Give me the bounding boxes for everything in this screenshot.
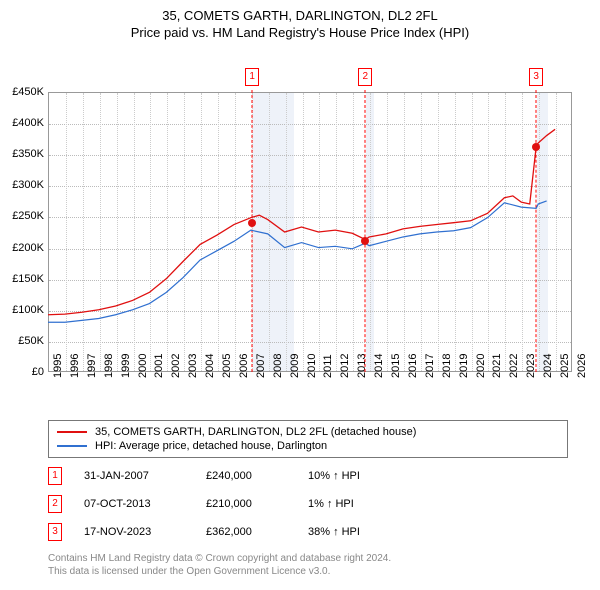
chart-subtitle: Price paid vs. HM Land Registry's House … bbox=[0, 23, 600, 44]
event-pct: 1% ↑HPI bbox=[308, 498, 368, 510]
event-price: £210,000 bbox=[206, 498, 286, 510]
event-index-box: 1 bbox=[48, 467, 62, 485]
legend-label: 35, COMETS GARTH, DARLINGTON, DL2 2FL (d… bbox=[95, 426, 416, 438]
event-index-box: 2 bbox=[48, 495, 62, 513]
chart-container: { "title": "35, COMETS GARTH, DARLINGTON… bbox=[0, 0, 600, 590]
sale-marker bbox=[248, 219, 256, 227]
legend-label: HPI: Average price, detached house, Darl… bbox=[95, 440, 327, 452]
legend-swatch bbox=[57, 431, 87, 433]
chart-plot-wrap: £0£50K£100K£150K£200K£250K£300K£350K£400… bbox=[0, 44, 600, 414]
sale-marker bbox=[361, 237, 369, 245]
legend-swatch bbox=[57, 445, 87, 447]
event-price: £362,000 bbox=[206, 526, 286, 538]
arrow-up-icon: ↑ bbox=[333, 526, 339, 538]
event-date: 17-NOV-2023 bbox=[84, 526, 184, 538]
event-index-box: 3 bbox=[48, 523, 62, 541]
chart-title: 35, COMETS GARTH, DARLINGTON, DL2 2FL bbox=[0, 0, 600, 23]
arrow-up-icon: ↑ bbox=[327, 498, 333, 510]
legend-box: 35, COMETS GARTH, DARLINGTON, DL2 2FL (d… bbox=[48, 420, 568, 458]
event-pct: 10% ↑HPI bbox=[308, 470, 368, 482]
event-pct: 38% ↑HPI bbox=[308, 526, 368, 538]
event-date: 07-OCT-2013 bbox=[84, 498, 184, 510]
event-row: 2 07-OCT-2013 £210,000 1% ↑HPI bbox=[48, 490, 568, 518]
legend-row: HPI: Average price, detached house, Darl… bbox=[57, 439, 559, 453]
footnote-line-2: This data is licensed under the Open Gov… bbox=[48, 565, 568, 578]
event-row: 1 31-JAN-2007 £240,000 10% ↑HPI bbox=[48, 462, 568, 490]
event-date: 31-JAN-2007 bbox=[84, 470, 184, 482]
event-table: 1 31-JAN-2007 £240,000 10% ↑HPI 2 07-OCT-2013… bbox=[48, 462, 568, 546]
series-svg bbox=[0, 44, 582, 382]
event-row: 3 17-NOV-2023 £362,000 38% ↑HPI bbox=[48, 518, 568, 546]
footnote: Contains HM Land Registry data © Crown c… bbox=[48, 552, 568, 578]
arrow-up-icon: ↑ bbox=[333, 470, 339, 482]
legend-row: 35, COMETS GARTH, DARLINGTON, DL2 2FL (d… bbox=[57, 425, 559, 439]
event-price: £240,000 bbox=[206, 470, 286, 482]
footnote-line-1: Contains HM Land Registry data © Crown c… bbox=[48, 552, 568, 565]
sale-marker bbox=[532, 143, 540, 151]
